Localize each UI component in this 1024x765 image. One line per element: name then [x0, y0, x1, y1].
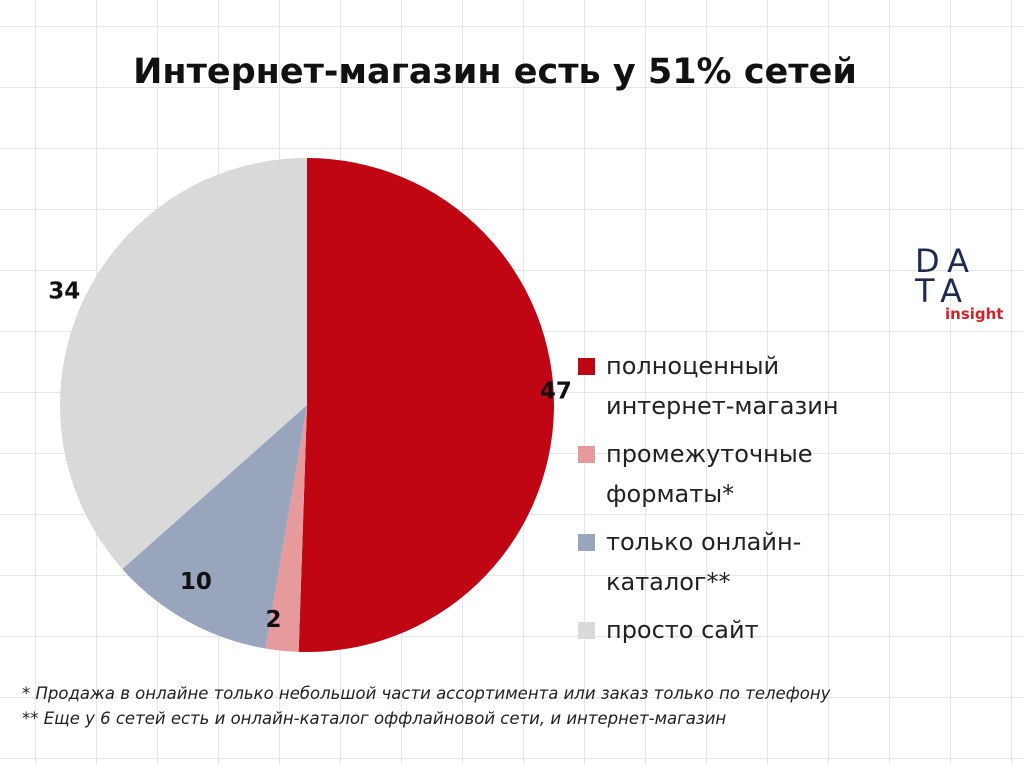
data-label-catalog: 10 — [180, 569, 212, 595]
data-label-intermediate: 2 — [265, 607, 281, 633]
data-label-site: 34 — [48, 278, 80, 304]
legend-label-site: просто сайт — [606, 616, 759, 644]
legend-label-full-store: полноценный интернет-магазин — [606, 352, 839, 420]
slice-catalog — [122, 405, 307, 649]
data-insight-logo: DA TA insight — [915, 242, 1024, 323]
legend-swatch-intermediate — [578, 446, 595, 463]
footnotes: * Продажа в онлайне только небольшой час… — [22, 681, 882, 731]
legend-item-intermediate: промежуточные форматы* — [578, 434, 878, 514]
legend-item-full-store: полноценный интернет-магазин — [578, 346, 878, 426]
logo-subtitle: insight — [945, 305, 1004, 323]
pie-slices — [60, 158, 555, 652]
legend-swatch-full-store — [578, 358, 595, 375]
footnote-2: ** Еще у 6 сетей есть и онлайн-каталог о… — [22, 709, 727, 728]
slice-intermediate — [265, 405, 307, 652]
legend-item-site: просто сайт — [578, 610, 878, 650]
legend-label-intermediate: промежуточные форматы* — [606, 440, 813, 508]
chart-legend: полноценный интернет-магазин промежуточн… — [578, 346, 878, 658]
footnote-1: * Продажа в онлайне только небольшой час… — [22, 684, 831, 703]
legend-item-catalog: только онлайн-каталог** — [578, 522, 878, 602]
chart-title: Интернет-магазин есть у 51% сетей — [133, 52, 857, 92]
logo-line-1: DA — [915, 242, 977, 280]
legend-swatch-site — [578, 622, 595, 639]
slice-full-store — [298, 158, 555, 652]
legend-label-catalog: только онлайн-каталог** — [606, 528, 802, 596]
slice-site — [60, 158, 308, 570]
legend-swatch-catalog — [578, 534, 595, 551]
pie-data-labels: 47 2 10 34 — [48, 278, 572, 632]
logo-line-2: TA — [915, 272, 970, 310]
data-label-full-store: 47 — [540, 378, 572, 404]
